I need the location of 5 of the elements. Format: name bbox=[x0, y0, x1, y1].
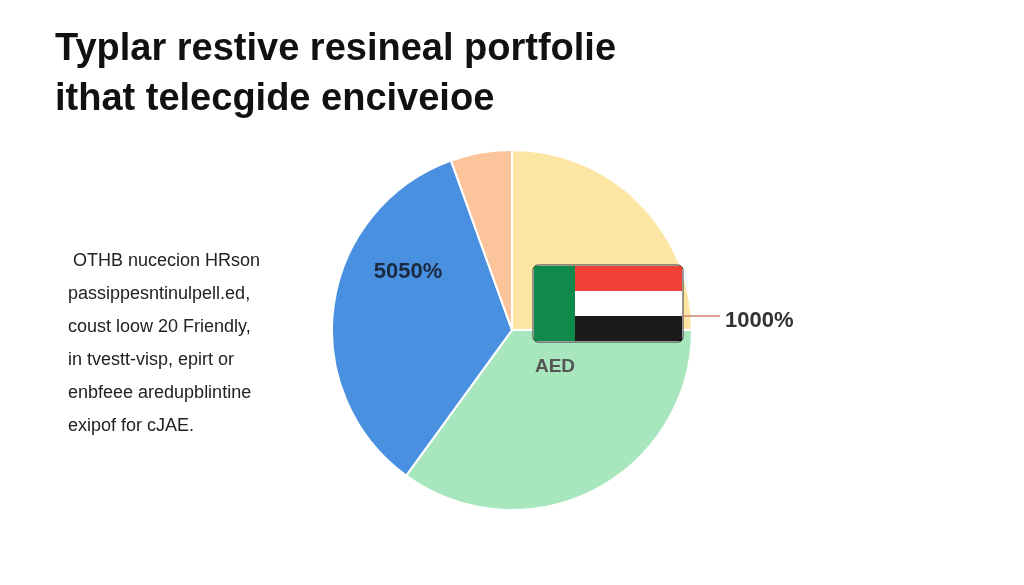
text: AED bbox=[534, 355, 576, 376]
text: OTHB nucecion HRson passippesntinulpell.ed, coust loow 20 Friendly, in tvestt-visp, epirt or enbfeee aredupblintine exipof for cJAE. bbox=[68, 250, 261, 435]
text: 1000% bbox=[725, 307, 794, 332]
chart-title: Typlar restive resineal portfolie ithat telecgide enciveioe bbox=[55, 26, 617, 118]
text: 5050% bbox=[373, 258, 443, 283]
